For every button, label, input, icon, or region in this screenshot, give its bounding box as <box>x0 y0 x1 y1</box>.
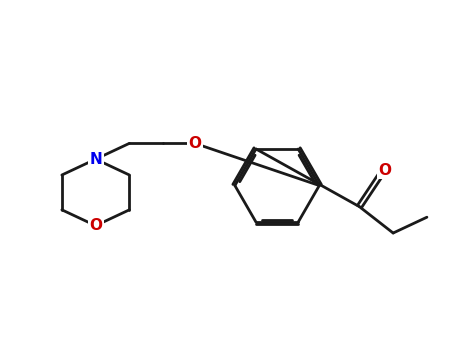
Text: N: N <box>89 152 102 167</box>
Text: O: O <box>188 136 201 151</box>
Text: O: O <box>89 218 102 233</box>
Text: O: O <box>378 163 391 178</box>
